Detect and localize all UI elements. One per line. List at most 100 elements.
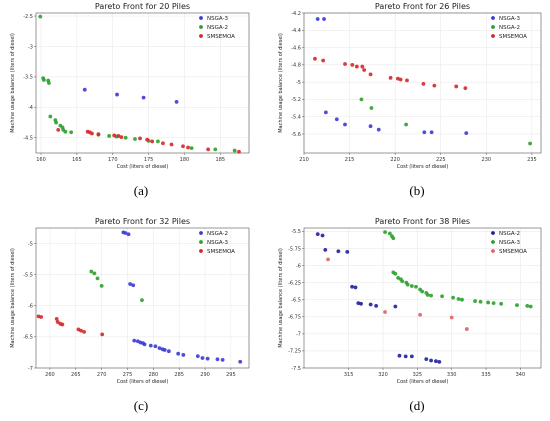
legend-marker bbox=[491, 231, 495, 235]
data-point bbox=[38, 14, 43, 19]
data-point bbox=[132, 338, 137, 343]
data-point bbox=[422, 130, 427, 135]
y-tick-label: -6 bbox=[296, 263, 301, 269]
data-point bbox=[54, 120, 58, 125]
y-tick-label: -4.8 bbox=[291, 63, 301, 69]
data-point bbox=[376, 127, 381, 132]
y-tick-label: -5 bbox=[296, 80, 301, 86]
data-point bbox=[181, 144, 185, 149]
series-nsga-3 bbox=[89, 269, 144, 303]
data-point bbox=[131, 283, 136, 288]
data-point bbox=[387, 231, 392, 236]
y-tick-label: -7.25 bbox=[288, 349, 301, 355]
legend-label: SMSEMOA bbox=[207, 34, 235, 40]
legend-label: NSGA-3 bbox=[207, 16, 228, 22]
data-point bbox=[47, 81, 51, 85]
legend-marker bbox=[199, 231, 203, 235]
data-point bbox=[213, 147, 218, 152]
data-point bbox=[237, 149, 241, 154]
series-nsga-3 bbox=[82, 87, 179, 104]
y-tick-label: -5.75 bbox=[288, 246, 301, 252]
legend-marker bbox=[491, 249, 495, 253]
data-point bbox=[128, 282, 132, 286]
data-point bbox=[398, 77, 403, 82]
y-tick-label: -4.5 bbox=[23, 136, 33, 142]
data-point bbox=[350, 284, 354, 289]
x-tick-label: 215 bbox=[345, 157, 355, 163]
x-tick-label: 160 bbox=[36, 157, 46, 163]
chart-title: Pareto Front for 32 Piles bbox=[95, 217, 190, 226]
data-point bbox=[322, 17, 326, 21]
data-point bbox=[200, 356, 205, 360]
legend-marker bbox=[199, 240, 203, 244]
data-point bbox=[321, 58, 326, 63]
data-point bbox=[150, 139, 155, 144]
y-tick-label: -3 bbox=[28, 44, 33, 50]
x-tick-label: 330 bbox=[447, 372, 457, 378]
y-tick-label: -6.25 bbox=[288, 280, 301, 286]
data-point bbox=[99, 283, 104, 288]
legend-marker bbox=[199, 249, 203, 253]
y-axis-label: Machine usage balance (liters of diesel) bbox=[10, 33, 16, 133]
data-point bbox=[232, 148, 237, 153]
data-point bbox=[96, 132, 101, 137]
data-point bbox=[145, 137, 150, 142]
data-point bbox=[133, 137, 137, 141]
x-tick-label: 315 bbox=[344, 372, 354, 378]
data-point bbox=[393, 304, 398, 309]
series-smsemoa bbox=[313, 56, 468, 91]
panel-caption: (c) bbox=[134, 398, 148, 413]
data-point bbox=[393, 271, 398, 276]
legend-label: NSGA-2 bbox=[499, 25, 520, 31]
data-point bbox=[112, 133, 117, 138]
data-point bbox=[353, 285, 358, 290]
series-smsemoa bbox=[36, 314, 105, 337]
data-point bbox=[326, 257, 330, 262]
data-point bbox=[418, 312, 422, 317]
data-point bbox=[454, 84, 459, 89]
data-point bbox=[315, 17, 320, 21]
legend-marker bbox=[491, 240, 495, 244]
data-point bbox=[95, 276, 100, 281]
data-point bbox=[429, 293, 433, 298]
data-point bbox=[368, 302, 373, 307]
y-tick-label: -7 bbox=[296, 332, 301, 338]
y-tick-label: -7 bbox=[28, 366, 33, 372]
chart-title: Pareto Front for 26 Piles bbox=[375, 2, 470, 11]
data-point bbox=[238, 359, 243, 364]
data-point bbox=[153, 344, 158, 349]
data-point bbox=[429, 130, 434, 135]
series-nsga-2 bbox=[121, 230, 243, 364]
data-point bbox=[123, 231, 128, 235]
data-point bbox=[460, 297, 464, 302]
y-tick-label: -4.4 bbox=[291, 28, 301, 34]
data-point bbox=[424, 357, 429, 362]
legend-label: SMSEMOA bbox=[499, 34, 527, 40]
data-point bbox=[464, 327, 469, 331]
data-point bbox=[409, 284, 414, 288]
data-point bbox=[425, 293, 430, 297]
data-point bbox=[220, 358, 225, 362]
x-axis-label: Cost (liters of diesel) bbox=[117, 164, 169, 170]
data-point bbox=[157, 346, 162, 350]
y-axis-label: Machine usage balance (liters of diesel) bbox=[278, 33, 284, 133]
x-tick-label: 210 bbox=[299, 157, 309, 163]
y-tick-label: -4.6 bbox=[291, 45, 301, 51]
x-tick-label: 325 bbox=[413, 372, 423, 378]
data-point bbox=[205, 356, 210, 361]
y-tick-label: -5 bbox=[28, 241, 33, 247]
x-tick-label: 170 bbox=[108, 157, 118, 163]
data-point bbox=[320, 233, 325, 238]
chart-title: Pareto Front for 20 Piles bbox=[95, 2, 190, 11]
data-point bbox=[162, 348, 167, 352]
y-tick-label: -3.5 bbox=[23, 75, 33, 81]
data-point bbox=[100, 332, 105, 337]
x-tick-label: 290 bbox=[200, 372, 210, 378]
data-point bbox=[405, 282, 410, 287]
y-tick-label: -6.5 bbox=[291, 298, 301, 304]
legend-label: NSGA-2 bbox=[499, 231, 520, 237]
data-point bbox=[391, 236, 396, 241]
data-point bbox=[142, 342, 147, 347]
x-tick-label: 235 bbox=[527, 157, 537, 163]
